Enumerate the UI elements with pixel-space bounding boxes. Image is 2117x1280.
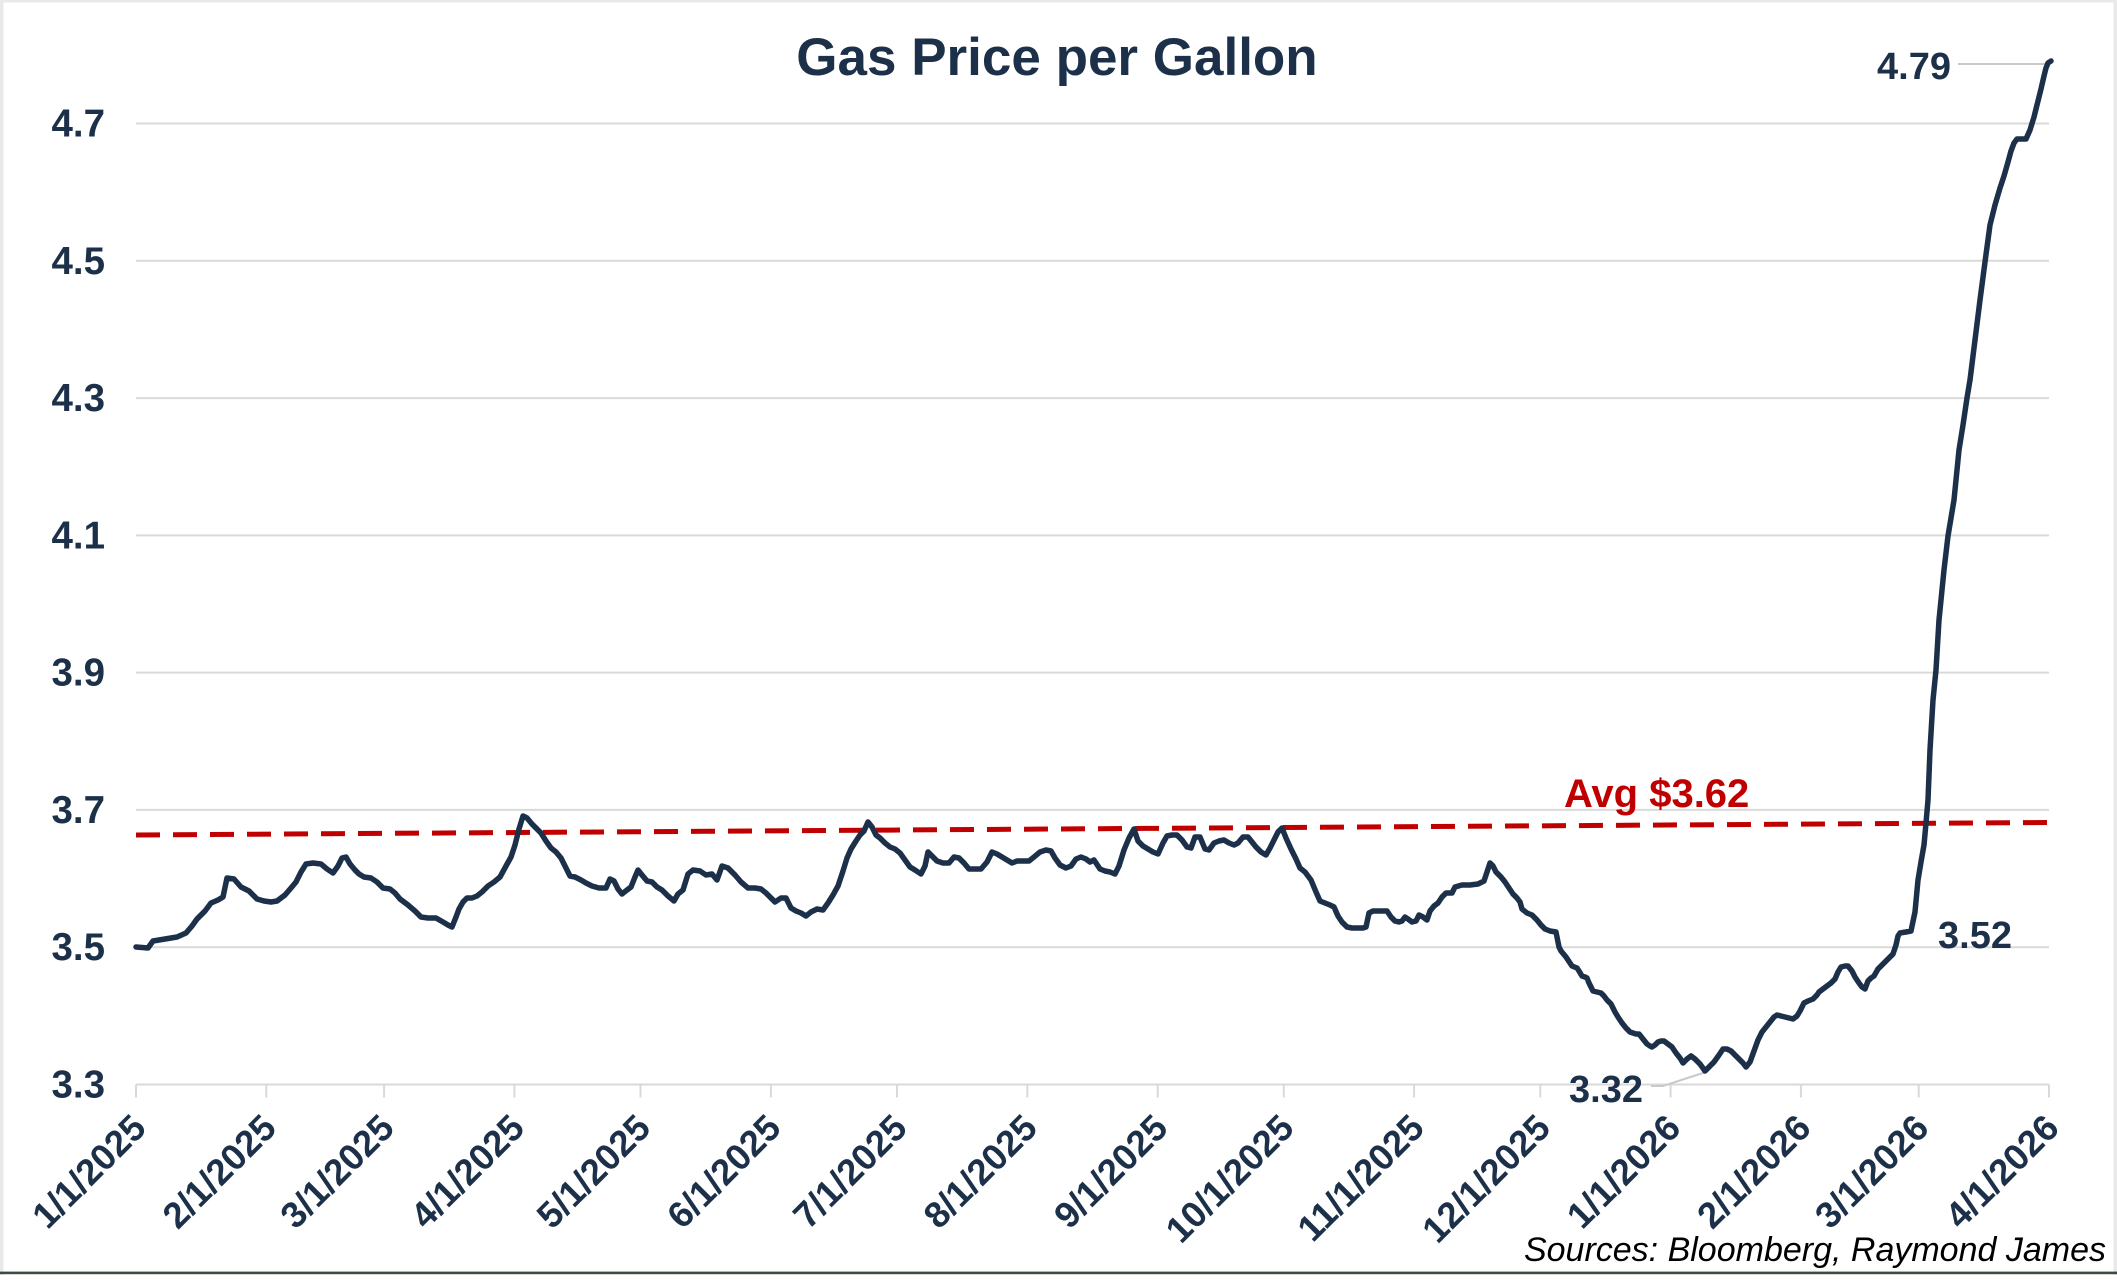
svg-text:4.7: 4.7: [51, 103, 105, 146]
svg-text:3.9: 3.9: [51, 652, 105, 695]
svg-text:3.7: 3.7: [51, 789, 105, 832]
svg-text:3.52: 3.52: [1938, 915, 2012, 957]
svg-text:4.5: 4.5: [51, 240, 105, 283]
svg-text:Sources: Bloomberg, Raymond Ja: Sources: Bloomberg, Raymond James: [1524, 1231, 2106, 1269]
svg-text:4.1: 4.1: [51, 514, 105, 557]
svg-text:4.79: 4.79: [1877, 46, 1951, 88]
svg-text:3.32: 3.32: [1569, 1069, 1643, 1111]
svg-text:3.5: 3.5: [51, 926, 105, 969]
svg-text:4.3: 4.3: [51, 377, 105, 420]
svg-text:3.3: 3.3: [51, 1064, 105, 1107]
svg-text:Avg $3.62: Avg $3.62: [1564, 772, 1749, 816]
svg-text:Gas Price per Gallon: Gas Price per Gallon: [796, 28, 1317, 87]
